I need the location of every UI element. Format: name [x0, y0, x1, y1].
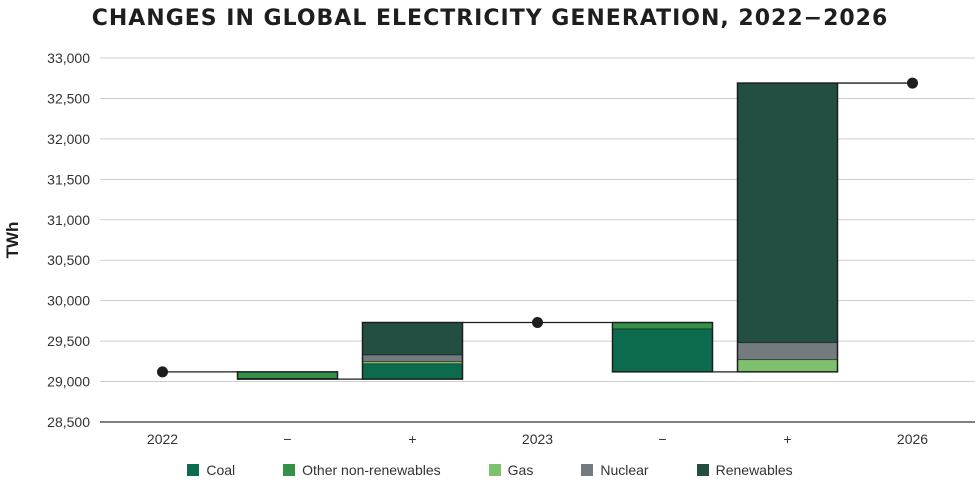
bar-segment-nuclear [737, 342, 838, 361]
y-tick-label: 33,000 [47, 50, 90, 66]
x-tick-label: + [783, 431, 791, 447]
connector-lines [162, 82, 913, 380]
legend-item: Nuclear [581, 462, 649, 478]
legend-item: Gas [488, 462, 534, 478]
y-tick-label: 28,500 [47, 414, 90, 430]
legend-label: Coal [206, 462, 236, 478]
bars [236, 82, 839, 380]
legend-label: Nuclear [600, 462, 649, 478]
bar-outline [611, 321, 714, 373]
legend-swatch [581, 464, 594, 476]
bar-segment-coal [362, 363, 463, 380]
chart-title: CHANGES IN GLOBAL ELECTRICITY GENERATION… [91, 6, 889, 31]
legend: Coal Other non-renewables Gas Nuclear Renewa… [0, 462, 980, 478]
bar-segment-renewables [362, 322, 463, 356]
x-tick-label: 2026 [897, 431, 928, 447]
x-tick-label: 2022 [147, 431, 178, 447]
total-point [157, 366, 168, 378]
total-markers [157, 77, 918, 378]
legend-swatch [187, 464, 200, 476]
y-tick-label: 32,500 [47, 90, 90, 106]
axes: 28,500 29,000 29,500 30,000 30,500 31,000 31,5… [47, 50, 975, 447]
legend-label: Gas [507, 462, 534, 478]
y-tick-label: 31,000 [47, 212, 90, 228]
y-tick-label: 29,500 [47, 333, 90, 349]
total-point [532, 317, 543, 329]
bar-outline [236, 371, 339, 380]
total-point [907, 77, 918, 89]
bar-segment-coal [612, 328, 713, 373]
bar-segment-gas [737, 359, 838, 373]
bar-outline [361, 321, 464, 380]
legend-label: Other non-renewables [302, 462, 441, 478]
bar-segment-gas [362, 361, 463, 365]
legend-swatch [488, 464, 501, 476]
legend-swatch [283, 464, 296, 476]
bar-segment-nuclear [362, 354, 463, 362]
legend-item: Renewables [696, 462, 793, 478]
gridlines [100, 57, 975, 383]
legend-label: Renewables [715, 462, 793, 478]
legend-item: Other non-renewables [283, 462, 441, 478]
bar-segment-renewables [737, 82, 838, 344]
legend-swatch [696, 464, 709, 476]
legend-item: Coal [187, 462, 235, 478]
x-tick-label: − [658, 431, 666, 447]
bar-outline [736, 82, 839, 373]
y-tick-label: 31,500 [47, 171, 90, 187]
x-tick-label: + [408, 431, 416, 447]
x-tick-label: 2023 [522, 431, 553, 447]
y-tick-label: 30,500 [47, 252, 90, 268]
chart-plot: 28,500 29,000 29,500 30,000 30,500 31,000 31,5… [3, 50, 975, 447]
bar-segment-other-non-renewables [237, 371, 338, 379]
y-tick-label: 32,000 [47, 131, 90, 147]
bar-segment-other-non-renewables [612, 322, 713, 330]
y-tick-label: 30,000 [47, 293, 90, 309]
y-tick-label: 29,000 [47, 374, 90, 390]
y-axis-label: TWh [3, 222, 22, 259]
x-tick-label: − [283, 431, 291, 447]
